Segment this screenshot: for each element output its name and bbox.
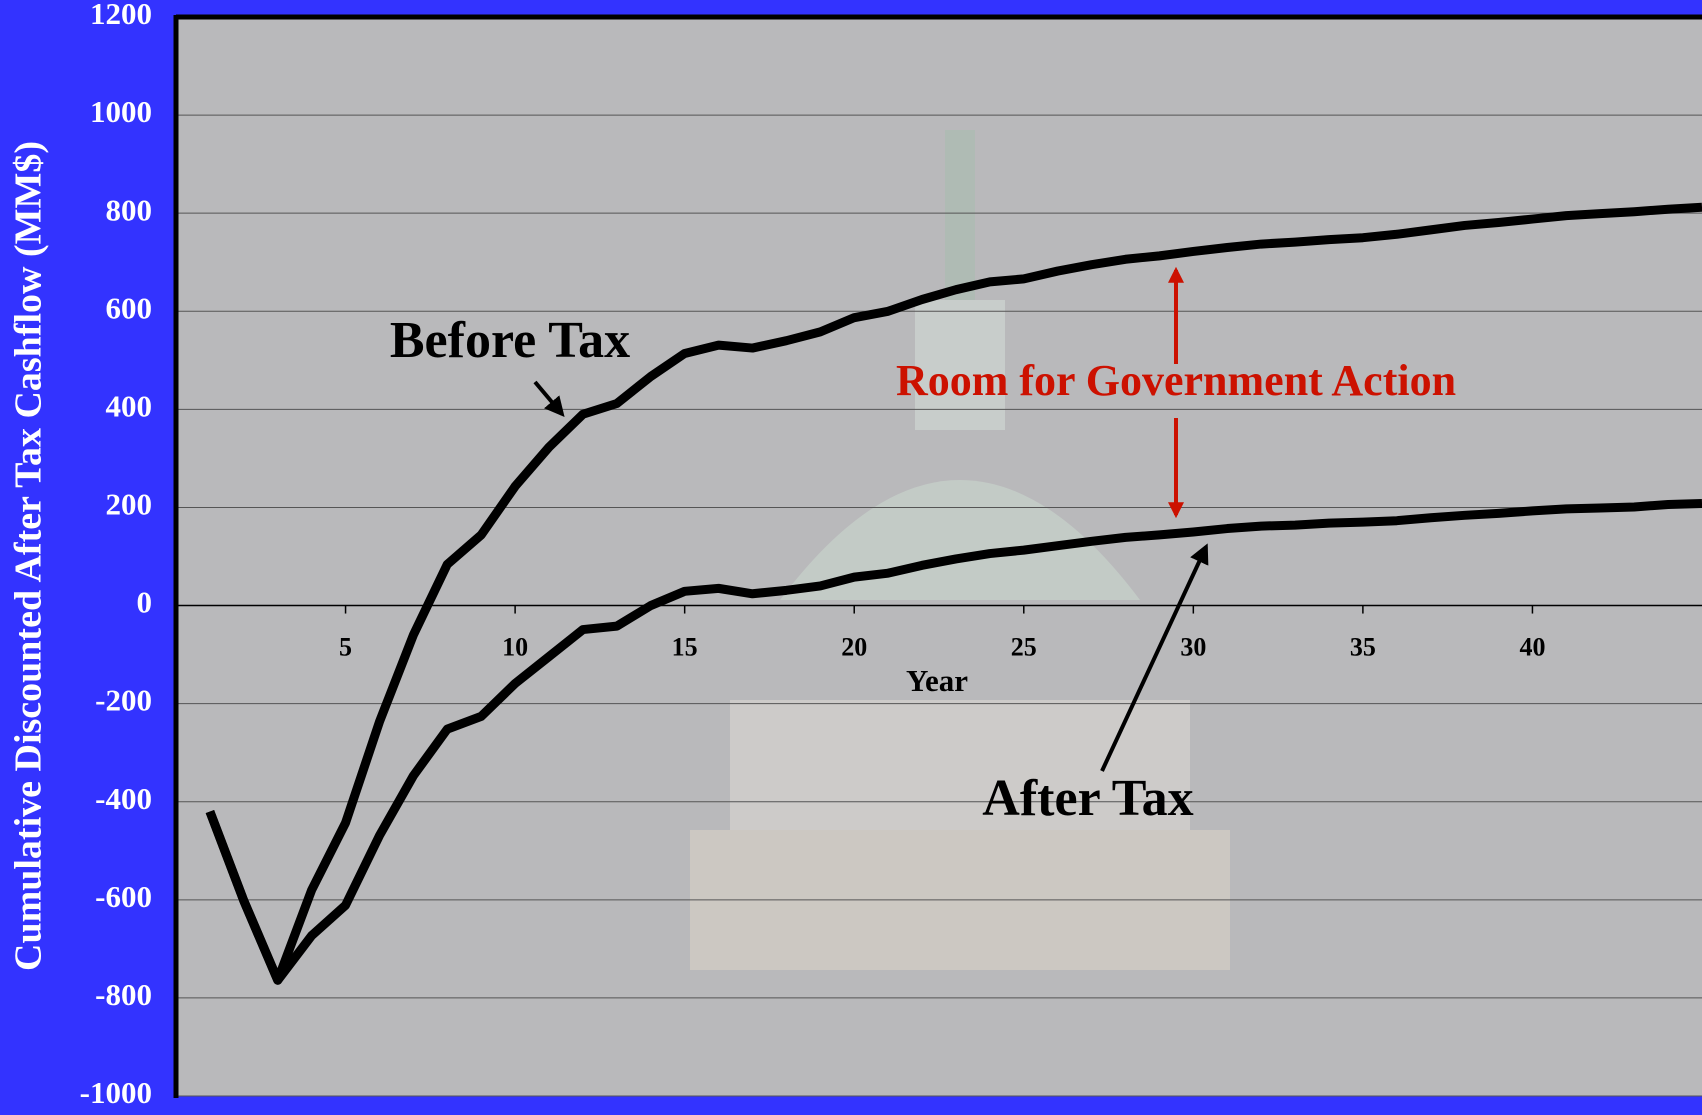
plot-area [176, 17, 1702, 1096]
y-tick-label: -400 [95, 781, 152, 816]
y-axis-title: Cumulative Discounted After Tax Cashflow… [8, 141, 50, 971]
y-tick-label: 800 [106, 192, 153, 227]
line-label: Before Tax [390, 312, 630, 369]
x-axis-title: Year [906, 663, 968, 698]
x-tick-label: 25 [1011, 633, 1037, 662]
y-tick-label: 200 [106, 487, 153, 522]
y-tick-label: 1000 [90, 94, 152, 129]
line-series [205, 499, 1702, 985]
x-tick-label: 5 [339, 633, 352, 662]
x-tick-label: 20 [841, 633, 867, 662]
y-tick-label: 600 [106, 290, 153, 325]
annotation: Room for Government Action [896, 356, 1456, 405]
x-tick-label: 30 [1180, 633, 1206, 662]
y-tick-label: -200 [95, 683, 152, 718]
x-tick-label: 10 [502, 633, 528, 662]
y-tick-label: -800 [95, 977, 152, 1012]
y-tick-label: 1200 [90, 0, 152, 31]
label-arrow [533, 380, 565, 418]
label-arrow [1100, 543, 1209, 772]
y-tick-label: 400 [106, 388, 153, 423]
line-series [205, 202, 1702, 985]
x-tick-label: 40 [1519, 633, 1545, 662]
x-tick-label: 35 [1350, 633, 1376, 662]
y-tick-label: -1000 [80, 1075, 152, 1110]
y-tick-label: 0 [137, 585, 153, 620]
x-tick-label: 15 [672, 633, 698, 662]
line-label: After Tax [982, 770, 1193, 827]
y-tick-label: -600 [95, 879, 152, 914]
